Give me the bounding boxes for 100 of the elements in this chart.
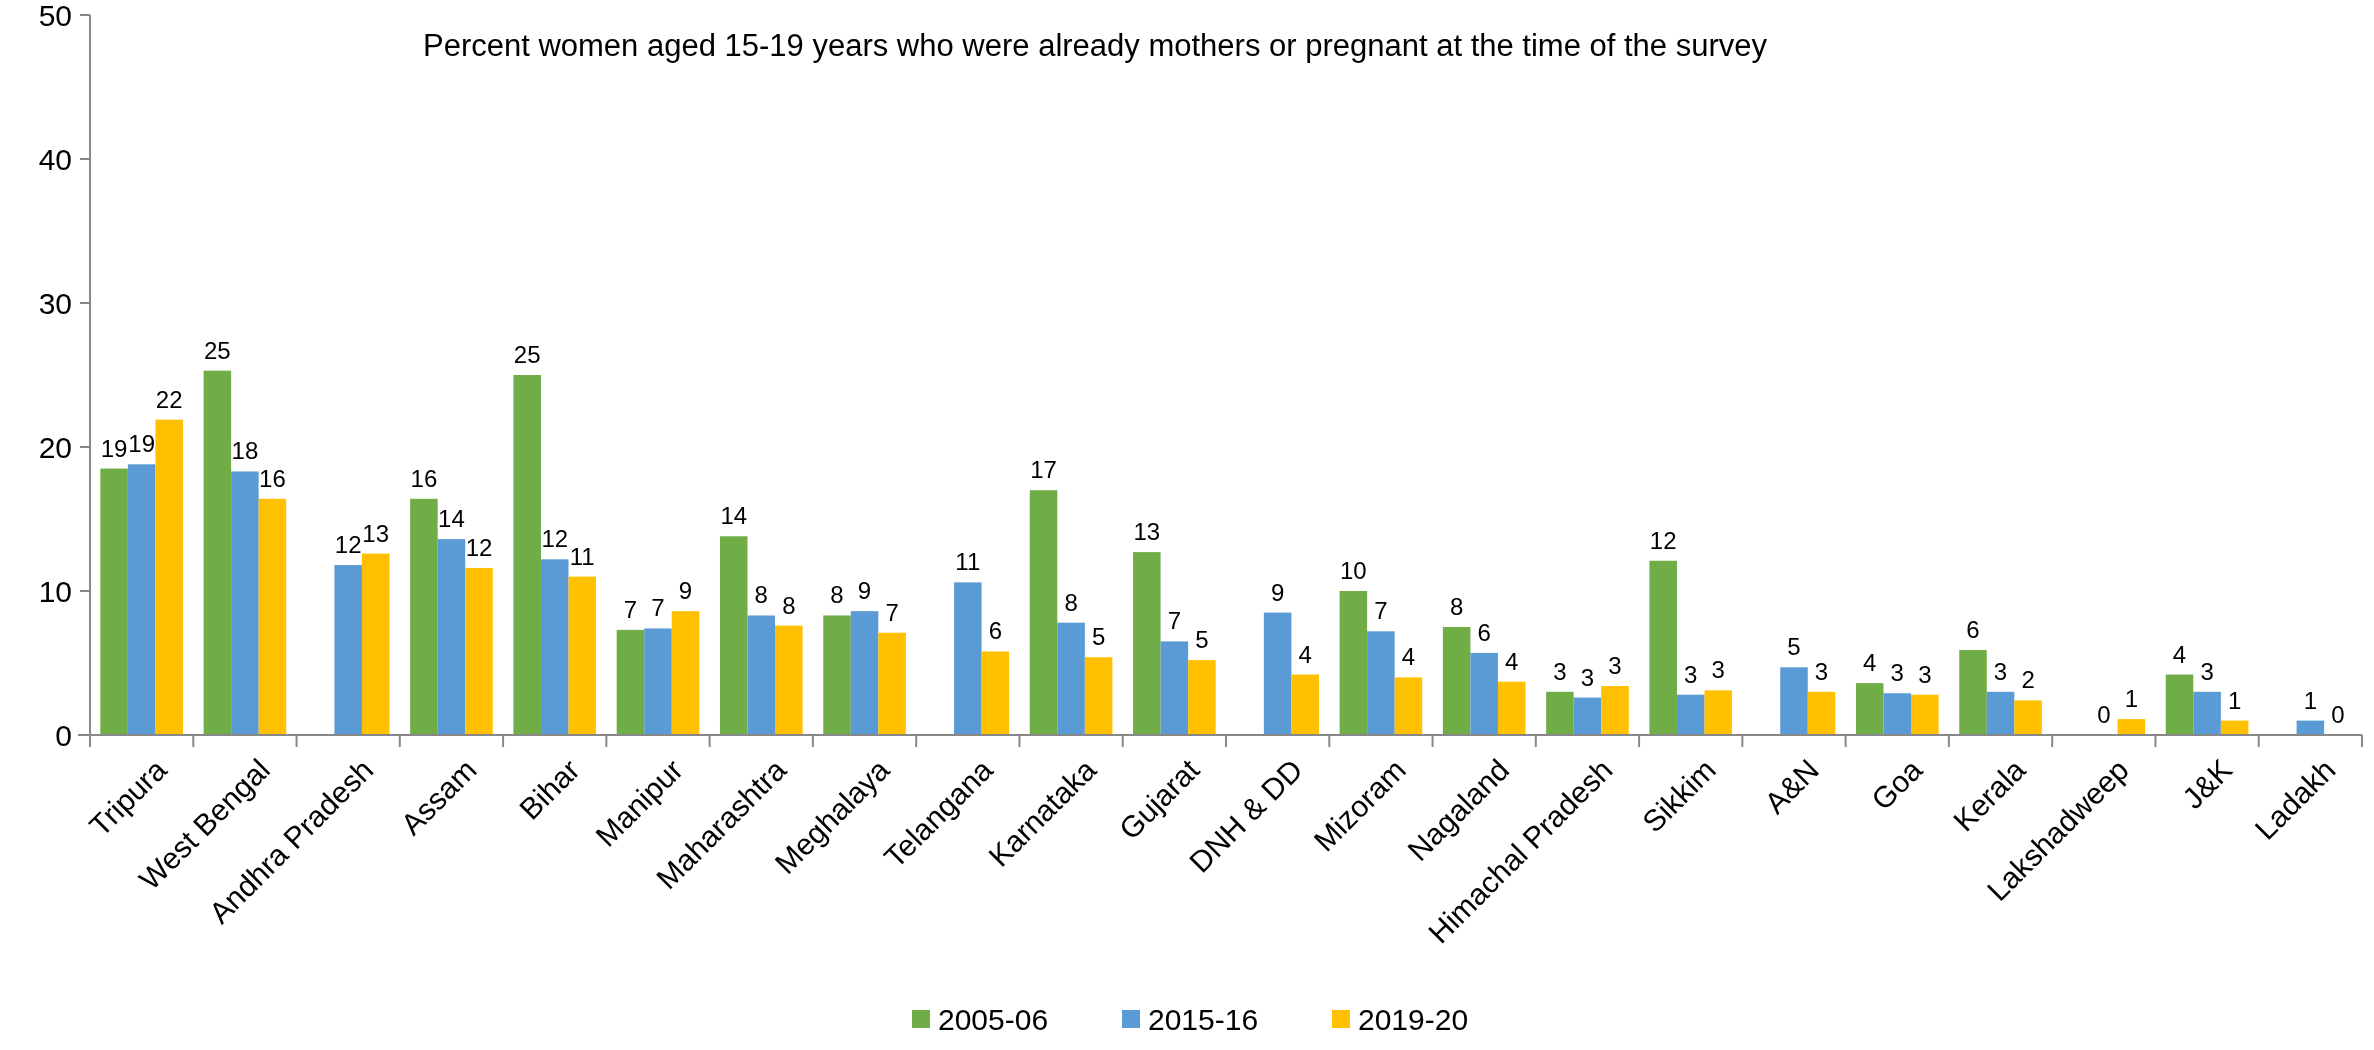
data-label: 4: [1505, 647, 1519, 675]
data-label: 11: [955, 548, 981, 576]
data-label: 19: [100, 434, 128, 462]
bar: [850, 611, 879, 735]
data-label: 7: [1167, 607, 1182, 635]
data-label: 13: [362, 519, 390, 547]
data-label: 0: [2331, 701, 2345, 728]
bar: [981, 651, 1010, 735]
data-label: 9: [857, 577, 872, 605]
data-label: 14: [438, 505, 465, 533]
bar: [2014, 700, 2042, 735]
data-label: 1: [2227, 686, 2242, 714]
data-label: 8: [754, 581, 768, 609]
bar: [1263, 612, 1292, 735]
data-label: 17: [1030, 456, 1057, 484]
legend-label: 2015-16: [1148, 1002, 1259, 1036]
data-label: 3: [1608, 652, 1622, 680]
bar: [155, 419, 183, 735]
data-label: 12: [334, 531, 362, 559]
bar: [1546, 691, 1574, 735]
bar: [1160, 641, 1189, 735]
data-label: 3: [1684, 660, 1698, 688]
data-label: 12: [1649, 526, 1677, 554]
data-label: 3: [1890, 659, 1904, 687]
data-label: 7: [651, 594, 665, 622]
bar: [1291, 674, 1319, 735]
data-label: 16: [259, 464, 286, 492]
chart-title: Percent women aged 15-19 years who were already mothers or pregnant at the time of the survey: [422, 28, 1768, 63]
data-label: 12: [465, 533, 493, 561]
data-label: 3: [1553, 657, 1567, 685]
bar: [1704, 690, 1733, 735]
bar: [644, 628, 672, 735]
bar: [878, 632, 906, 735]
bar: [1649, 560, 1677, 735]
data-label: 0: [2097, 701, 2111, 728]
bar: [1986, 691, 2015, 735]
data-label: 4: [1863, 649, 1877, 677]
bar: [568, 576, 597, 735]
data-label: 9: [678, 577, 693, 605]
data-label: 8: [1064, 588, 1078, 616]
bar: [1442, 627, 1471, 735]
bar: [410, 498, 438, 735]
bar: [1497, 681, 1526, 735]
y-tick-label: 40: [38, 142, 72, 176]
data-label: 1: [2303, 686, 2318, 714]
bar: [258, 498, 287, 735]
bar: [540, 559, 569, 735]
bar: [1959, 650, 1987, 735]
bar: [1029, 490, 1058, 735]
bar: [361, 553, 390, 735]
data-label: 13: [1133, 518, 1161, 546]
data-label: 4: [1401, 643, 1416, 671]
bar: [1057, 622, 1085, 735]
data-label: 11: [569, 542, 595, 570]
legend-label: 2019-20: [1358, 1002, 1469, 1036]
x-tick-label: Goa: [1864, 752, 1929, 817]
bar: [1883, 693, 1912, 735]
data-label: 3: [1580, 663, 1595, 691]
bar: [1133, 552, 1161, 735]
data-label: 8: [782, 591, 796, 619]
bar: [1188, 660, 1216, 735]
bar: [1807, 691, 1836, 735]
y-tick-label: 30: [38, 286, 72, 320]
data-label: 4: [1298, 640, 1312, 668]
data-label: 5: [1195, 626, 1209, 654]
bar: [513, 375, 541, 735]
data-label: 7: [885, 598, 899, 626]
data-label: 6: [988, 617, 1003, 645]
bar: [1470, 652, 1498, 735]
bar: [437, 539, 466, 735]
data-label: 7: [1374, 597, 1388, 625]
bar: [954, 582, 982, 735]
bar: [1676, 694, 1705, 735]
bar: [1601, 686, 1629, 735]
data-label: 4: [2172, 640, 2187, 668]
bar: [719, 536, 748, 735]
data-label: 8: [1449, 593, 1464, 620]
bar: [231, 471, 259, 735]
bar: [775, 625, 803, 735]
data-label: 5: [1787, 633, 1801, 661]
data-label: 2: [2021, 666, 2035, 694]
legend-label: 2005-06: [938, 1002, 1049, 1036]
data-label: 3: [1918, 660, 1932, 688]
bar: [334, 565, 362, 735]
bar: [100, 468, 128, 735]
bar: [1855, 683, 1884, 735]
bar: [1911, 694, 1939, 735]
x-tick-label: J&K: [2175, 752, 2239, 815]
bar: [1573, 697, 1602, 735]
data-label: 1: [2124, 685, 2139, 713]
data-label: 3: [1711, 656, 1725, 684]
data-label: 18: [231, 437, 259, 465]
bar: [1394, 677, 1423, 735]
data-label: 16: [410, 464, 438, 492]
y-tick-label: 0: [55, 718, 72, 752]
data-label: 14: [720, 502, 748, 530]
data-label: 6: [1477, 618, 1491, 646]
bar: [2193, 691, 2221, 735]
bar: [616, 629, 645, 735]
data-label: 22: [155, 385, 183, 413]
